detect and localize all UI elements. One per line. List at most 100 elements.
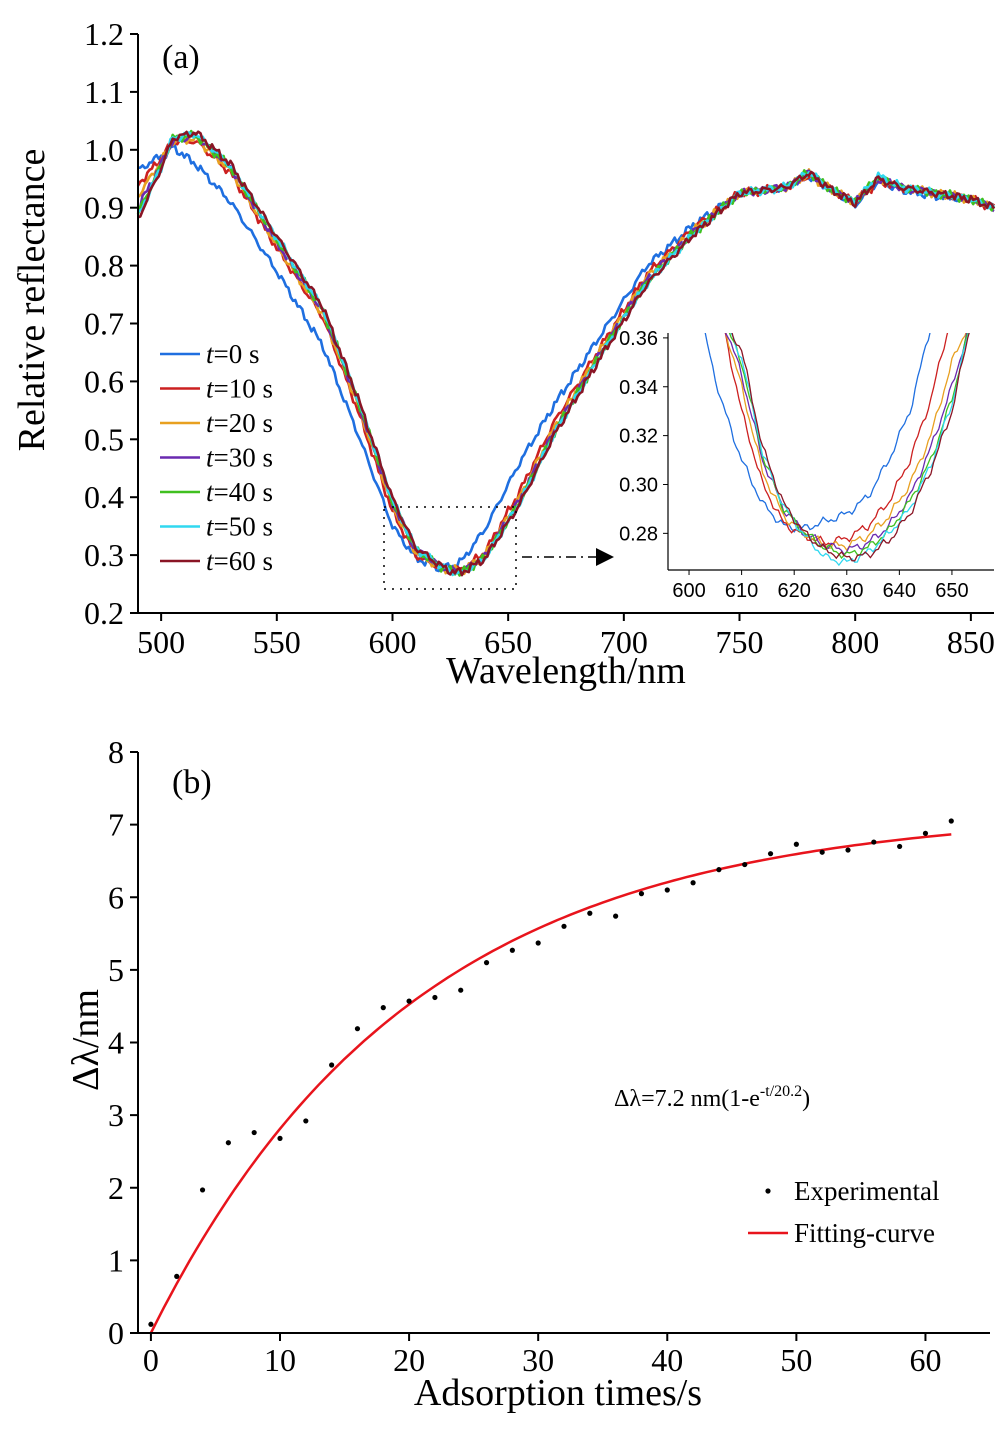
a-inset-x-tick-label: 600 [672, 580, 705, 602]
a-inset-ticks: 600 610 620 630 640 650 0.28 0.30 0.32 0.34 0.36 [619, 328, 969, 602]
b-y-tick-label: 0 [108, 1315, 124, 1351]
b-experimental-point [767, 851, 774, 857]
a-legend-label-4: t=40 s [206, 477, 273, 507]
b-experimental-point [922, 830, 929, 836]
a-y-tick-label: 0.7 [84, 306, 124, 342]
a-series-line-6 [137, 130, 996, 577]
a-axis-ticks: 500 550 600 650 700 750 800 850 0.2 0.3 0.4 0.5 0.6 0… [84, 16, 995, 660]
a-series-lines [136, 129, 996, 577]
b-experimental-point [613, 913, 619, 919]
a-x-tick-label: 550 [253, 624, 301, 660]
b-fitting-curve [149, 833, 952, 1334]
b-experimental-point [406, 998, 412, 1004]
b-experimental-point [638, 891, 645, 897]
b-experimental-point [277, 1135, 283, 1141]
a-x-tick-label: 850 [947, 624, 995, 660]
b-legend-label-experimental: Experimental [794, 1176, 939, 1206]
b-experimental-point [329, 1062, 335, 1068]
a-legend-label-6: t=60 s [206, 546, 273, 576]
a-inset-y-tick-label: 0.30 [619, 474, 658, 496]
a-inset-x-tick-label: 610 [725, 580, 758, 602]
b-y-axis-title: Δλ/nm [65, 989, 107, 1091]
a-y-tick-label: 0.4 [84, 479, 124, 515]
a-y-tick-label: 1.1 [84, 74, 124, 110]
b-experimental-point [148, 1321, 154, 1327]
a-inset-y-tick-label: 0.28 [619, 523, 658, 545]
b-experimental-point [354, 1026, 361, 1032]
b-x-tick-label: 0 [143, 1342, 159, 1378]
panel-a-reflectance-chart: 600 610 620 630 640 650 0.28 0.30 0.32 0.34 0.36 5… [11, 16, 996, 692]
b-experimental-point [948, 818, 954, 824]
a-inset-line-1 [724, 333, 949, 547]
a-inset-line-4 [728, 333, 969, 560]
b-legend-marker-experimental [765, 1188, 771, 1194]
a-inset-y-tick-label: 0.34 [619, 377, 658, 399]
a-inset-line-6 [731, 333, 970, 562]
a-inset-lines [704, 333, 970, 567]
b-experimental-point [819, 849, 825, 855]
a-y-tick-label: 0.6 [84, 363, 124, 399]
a-inset-background [668, 333, 994, 570]
b-y-tick-label: 4 [108, 1025, 124, 1061]
a-inset-line-2 [725, 333, 967, 552]
b-axis-ticks: 0 10 20 30 40 50 60 0 1 2 3 4 5 6 7 8 [108, 734, 941, 1378]
a-zoom-box [383, 506, 517, 590]
a-inset-chart: 600 610 620 630 640 650 0.28 0.30 0.32 0.34 0.36 [619, 328, 994, 602]
a-inset-y-tick-label: 0.36 [619, 328, 658, 350]
a-y-tick-label: 1.0 [84, 132, 124, 168]
a-x-tick-label: 750 [716, 624, 764, 660]
a-legend-label-2: t=20 s [206, 408, 273, 438]
b-panel-label: (b) [172, 764, 212, 801]
a-legend-label-0: t=0 s [206, 339, 260, 369]
a-x-tick-label: 650 [484, 624, 532, 660]
a-y-axis-title: Relative reflectance [11, 149, 53, 452]
a-legend-label-1: t=10 s [206, 374, 273, 404]
b-fit-equation: Δλ=7.2 nm(1-e-t/20.2) [614, 1083, 810, 1112]
a-legend-label-3: t=30 s [206, 443, 273, 473]
b-experimental-point [845, 847, 851, 853]
b-y-tick-label: 3 [108, 1097, 124, 1133]
b-experimental-point [587, 910, 593, 916]
b-x-tick-label: 50 [780, 1342, 812, 1378]
a-legend: t=0 s t=10 s t=20 s t=30 s t=40 s t=50 s t=60 … [160, 339, 273, 576]
b-y-tick-label: 8 [108, 734, 124, 770]
a-inset-line-0 [704, 333, 931, 533]
a-y-tick-label: 0.3 [84, 537, 124, 573]
b-x-tick-label: 20 [393, 1342, 425, 1378]
b-experimental-point [871, 839, 877, 845]
b-experimental-point [174, 1273, 180, 1279]
a-y-tick-label: 0.8 [84, 248, 124, 284]
b-y-tick-label: 7 [108, 807, 124, 843]
b-experimental-point [897, 843, 903, 850]
a-y-tick-label: 0.2 [84, 595, 124, 631]
b-x-tick-label: 10 [264, 1342, 296, 1378]
b-experimental-point [225, 1140, 231, 1146]
panel-b-adsorption-chart: 0 10 20 30 40 50 60 0 1 2 3 4 5 6 7 8 (b) Adsorption ti… [65, 734, 990, 1414]
a-x-tick-label: 500 [137, 624, 185, 660]
b-experimental-point [742, 861, 748, 868]
b-y-tick-label: 5 [108, 952, 124, 988]
b-experimental-point [303, 1118, 309, 1124]
a-y-tick-label: 1.2 [84, 16, 124, 52]
b-experimental-point [458, 987, 464, 993]
b-experimental-point [793, 841, 799, 847]
b-experimental-point [716, 867, 722, 873]
a-y-tick-label: 0.5 [84, 421, 124, 457]
a-x-tick-label: 700 [600, 624, 648, 660]
b-experimental-point [561, 923, 567, 929]
a-x-tick-label: 800 [831, 624, 879, 660]
b-experimental-point [535, 940, 541, 946]
b-x-tick-label: 30 [522, 1342, 554, 1378]
b-y-tick-label: 6 [108, 879, 124, 915]
b-experimental-point [432, 994, 438, 1001]
b-experimental-point [664, 887, 670, 893]
b-experimental-point [509, 947, 515, 953]
a-legend-label-5: t=50 s [206, 512, 273, 542]
a-zoom-arrowhead [596, 548, 614, 566]
a-inset-y-tick-label: 0.32 [619, 426, 658, 448]
b-experimental-point [380, 1005, 386, 1011]
b-x-tick-label: 60 [909, 1342, 941, 1378]
a-inset-x-tick-label: 640 [883, 580, 916, 602]
b-y-tick-label: 1 [108, 1242, 124, 1278]
